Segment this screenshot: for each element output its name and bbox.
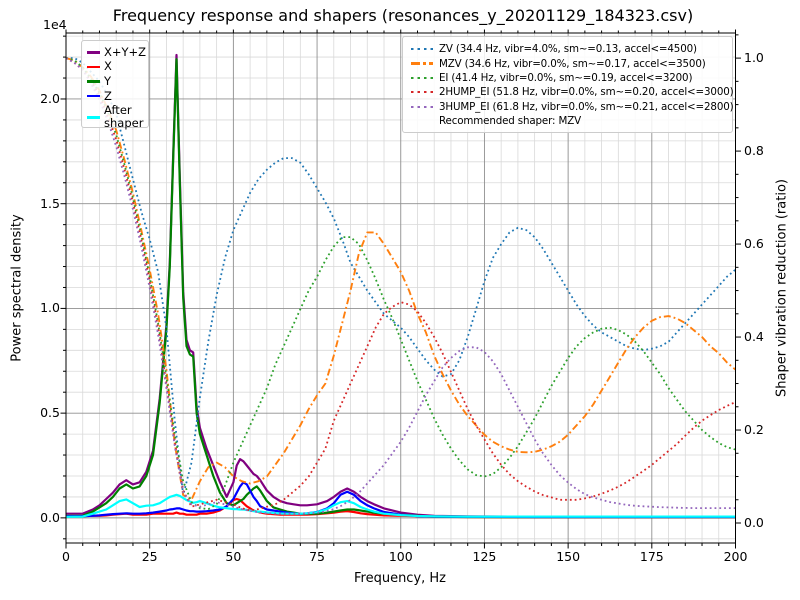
legend-label: MZV (34.6 Hz, vibr=0.0%, sm~=0.17, accel… [439,57,706,70]
legend-item-z: Z [87,89,143,104]
3hump-ei-line-swatch [411,105,433,108]
z-line-swatch [87,94,100,98]
x-tick-label: 100 [388,549,413,564]
zv-line-swatch [411,48,433,51]
shaper-curves [66,57,736,515]
legend-label: Z [104,88,112,103]
y-tick-label: 0.0 [40,509,60,525]
series-line-2hump-ei [66,57,736,512]
x-tick-label: 25 [141,549,158,564]
legend-psd: X+Y+Z X Y Z After shaper [81,40,149,131]
x-tick-label: 0 [62,549,70,564]
series-line-z [66,481,736,519]
x-tick-label: 200 [723,549,748,564]
x-tick-label: 175 [639,549,664,564]
y-tick-label: 0.8 [744,143,764,159]
legend-shapers: ZV (34.4 Hz, vibr=4.0%, sm~=0.13, accel<… [402,36,734,133]
x-line-swatch [87,65,100,69]
empty-swatch [411,120,433,122]
y-axis-offset-label: 1e4 [43,17,67,32]
x-axis-label: Frequency, Hz [353,571,447,586]
y-axis-left-label: Power spectral density [9,214,25,362]
axis-ticks [60,29,741,549]
legend-label: After shaper [104,103,144,131]
legend-item-zv: ZV (34.4 Hz, vibr=4.0%, sm~=0.13, accel<… [411,42,724,56]
legend-item-2hump-ei: 2HUMP_EI (51.8 Hz, vibr=0.0%, sm~=0.20, … [411,85,734,99]
y-tick-label: 1.5 [40,195,60,211]
2hump-ei-line-swatch [411,91,433,94]
legend-item-3hump-ei: 3HUMP_EI (61.8 Hz, vibr=0.0%, sm~=0.21, … [411,100,734,114]
legend-item-xyz: X+Y+Z [87,44,147,60]
legend-recommendation: Recommended shaper: MZV [411,114,724,128]
y-tick-label: 0.6 [744,236,764,252]
series-line-x-y-z [66,53,736,518]
legend-label: EI (41.4 Hz, vibr=0.0%, sm~=0.19, accel<… [439,71,693,84]
series-line-zv [66,57,736,497]
recommended-shaper-text: Recommended shaper: MZV [439,115,581,128]
y-tick-label: 1.0 [744,50,764,66]
xyz-line-swatch [87,51,100,54]
legend-label: X+Y+Z [104,44,147,59]
series-line-after-shaper [66,493,736,518]
y-tick-label: 0.0 [744,515,764,530]
x-tick-label: 150 [556,549,581,564]
x-tick-label: 75 [309,549,326,564]
legend-item-ei: EI (41.4 Hz, vibr=0.0%, sm~=0.19, accel<… [411,71,724,85]
legend-item-after-shaper: After shaper [87,103,143,131]
series-line-ei [66,57,736,511]
legend-label: 2HUMP_EI (51.8 Hz, vibr=0.0%, sm~=0.20, … [439,86,734,99]
legend-label: 3HUMP_EI (61.8 Hz, vibr=0.0%, sm~=0.21, … [439,100,734,113]
series-line-y [66,58,736,519]
legend-label: X [104,59,112,74]
mzv-line-swatch [411,62,433,65]
legend-item-mzv: MZV (34.6 Hz, vibr=0.0%, sm~=0.17, accel… [411,56,724,70]
y-line-swatch [87,80,100,83]
legend-item-y: Y [87,74,143,89]
series-line-3hump-ei [66,57,736,515]
y-tick-label: 0.5 [40,405,60,421]
y-tick-label: 0.4 [744,329,764,345]
series-line-mzv [66,57,736,501]
legend-item-x: X [87,60,143,75]
y-tick-label: 0.2 [744,422,764,438]
y-tick-label: 1.0 [40,300,60,316]
after-shaper-line-swatch [87,116,100,119]
psd-curves [66,53,736,519]
x-tick-label: 50 [225,549,242,564]
x-tick-label: 125 [472,549,497,564]
y-tick-label: 2.0 [40,90,60,106]
chart-title: Frequency response and shapers (resonanc… [112,6,694,25]
ei-line-swatch [411,76,433,80]
legend-label: Y [104,73,112,88]
legend-label: ZV (34.4 Hz, vibr=4.0%, sm~=0.13, accel<… [439,43,697,56]
y-axis-right-label: Shaper vibration reduction (ratio) [774,179,790,397]
